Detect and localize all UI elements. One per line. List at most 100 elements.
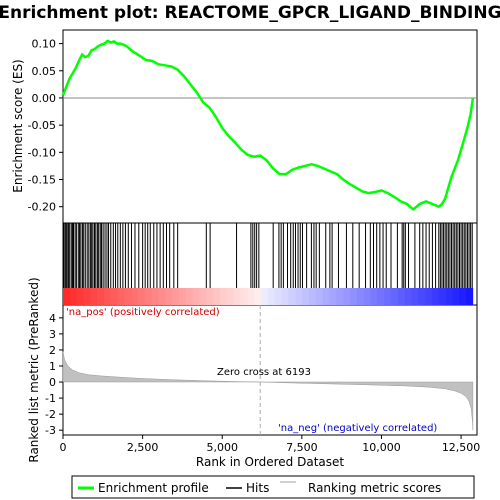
colorbar-segment-48 [390, 288, 399, 305]
metric-y-tick-label-5: -1 [45, 392, 56, 405]
colorbar-segment-5 [97, 288, 105, 305]
colorbar-segment-32 [281, 288, 289, 305]
colorbar-segment-37 [315, 288, 323, 305]
es-y-tick-label-1: 0.05 [32, 65, 57, 78]
colorbar-segment-54 [431, 288, 440, 305]
legend-profile-label: Enrichment profile [98, 481, 209, 495]
colorbar-segment-36 [308, 288, 317, 305]
es-y-tick-label-6: -0.20 [28, 201, 56, 214]
colorbar-segment-56 [445, 288, 453, 305]
colorbar-segment-30 [267, 288, 276, 305]
x-tick-label-0: 0 [60, 441, 67, 454]
rank-colorbar [63, 288, 474, 305]
colorbar-segment-28 [254, 288, 262, 305]
zero-cross-label: Zero cross at 6193 [217, 367, 311, 378]
colorbar-segment-3 [83, 288, 91, 305]
colorbar-segment-7 [110, 288, 118, 305]
colorbar-segment-1 [69, 288, 77, 305]
colorbar-segment-4 [90, 288, 98, 305]
es-y-tick-label-2: 0.00 [32, 92, 57, 105]
colorbar-segment-34 [295, 288, 303, 305]
legend: Enrichment profile Hits Ranking metric s… [71, 475, 475, 499]
x-tick-label-4: 10,000 [362, 441, 401, 454]
colorbar-segment-17 [179, 288, 187, 305]
es-y-tick-label-5: -0.15 [28, 174, 56, 187]
colorbar-segment-40 [336, 288, 344, 305]
x-axis-label: Rank in Ordered Dataset [196, 455, 344, 469]
colorbar-segment-44 [363, 288, 371, 305]
colorbar-segment-2 [76, 288, 84, 305]
colorbar-segment-39 [329, 288, 337, 305]
positive-correlation-label: 'na_pos' (positively correlated) [66, 307, 220, 318]
x-tick-label-2: 5,000 [206, 441, 238, 454]
colorbar-segment-35 [302, 288, 310, 305]
ranking-metric-area [62, 351, 474, 431]
colorbar-segment-0 [63, 288, 71, 305]
metric-y-tick-label-4: 0 [49, 376, 56, 389]
colorbar-segment-18 [185, 288, 194, 305]
es-y-axis: 0.10 0.05 0.00 -0.05 -0.10 -0.15 -0.20 [28, 38, 63, 214]
legend-hits-label: Hits [246, 481, 269, 495]
colorbar-segment-51 [411, 288, 419, 305]
x-tick-label-5: 12,500 [442, 441, 481, 454]
colorbar-segment-25 [233, 288, 241, 305]
colorbar-segment-53 [425, 288, 433, 305]
colorbar-segment-8 [117, 288, 125, 305]
colorbar-segment-43 [356, 288, 364, 305]
colorbar-segment-12 [144, 288, 153, 305]
metric-y-axis-label: Ranked list metric (PreRanked) [27, 277, 41, 462]
enrichment-profile-series [61, 39, 475, 212]
colorbar-segment-33 [288, 288, 296, 305]
legend-metric-label: Ranking metric scores [308, 481, 441, 495]
colorbar-segment-46 [377, 288, 385, 305]
colorbar-segment-45 [370, 288, 378, 305]
colorbar-segment-50 [404, 288, 412, 305]
hits-series [63, 223, 473, 288]
es-y-tick-label-0: 0.10 [32, 38, 57, 51]
colorbar-segment-26 [240, 288, 248, 305]
es-y-tick-label-3: -0.05 [28, 119, 56, 132]
x-tick-label-1: 2,500 [127, 441, 159, 454]
metric-y-tick-label-2: 2 [49, 344, 56, 357]
colorbar-segment-31 [274, 288, 282, 305]
colorbar-segment-41 [343, 288, 351, 305]
metric-y-axis: 4 3 2 1 0 -1 -2 -3 [45, 312, 63, 437]
colorbar-segment-42 [349, 288, 358, 305]
metric-y-tick-label-3: 1 [49, 360, 56, 373]
colorbar-segment-29 [261, 288, 269, 305]
colorbar-segment-27 [247, 288, 255, 305]
colorbar-segment-16 [172, 288, 180, 305]
chart-title: Enrichment plot: REACTOME_GPCR_LIGAND_BI… [0, 3, 500, 23]
metric-y-tick-label-1: 3 [49, 328, 56, 341]
colorbar-segment-22 [213, 288, 221, 305]
colorbar-segment-49 [397, 288, 405, 305]
colorbar-segment-21 [206, 288, 214, 305]
enrichment-profile-line [61, 39, 475, 212]
x-tick-label-3: 7,500 [286, 441, 318, 454]
colorbar-segment-6 [103, 288, 112, 305]
colorbar-segment-20 [199, 288, 207, 305]
es-y-tick-label-4: -0.10 [28, 146, 56, 159]
es-y-axis-label: Enrichment score (ES) [11, 59, 25, 192]
metric-y-tick-label-7: -3 [45, 424, 56, 437]
colorbar-segment-19 [192, 288, 200, 305]
colorbar-segment-47 [384, 288, 392, 305]
legend-box [71, 475, 475, 499]
colorbar-segment-52 [418, 288, 426, 305]
colorbar-segment-55 [438, 288, 446, 305]
colorbar-segment-9 [124, 288, 132, 305]
colorbar-segment-59 [466, 288, 474, 305]
colorbar-segment-23 [220, 288, 228, 305]
metric-y-tick-label-6: -2 [45, 408, 56, 421]
metric-y-tick-label-0: 4 [49, 312, 56, 325]
colorbar-segment-11 [138, 288, 146, 305]
ranking-metric-series [62, 351, 474, 431]
colorbar-segment-24 [226, 288, 235, 305]
colorbar-segment-14 [158, 288, 166, 305]
es-panel-frame [62, 29, 478, 224]
colorbar-segment-57 [452, 288, 460, 305]
x-axis: 0 2,500 5,000 7,500 10,000 12,500 [60, 435, 481, 454]
colorbar-segment-13 [151, 288, 159, 305]
colorbar-segment-58 [459, 288, 467, 305]
